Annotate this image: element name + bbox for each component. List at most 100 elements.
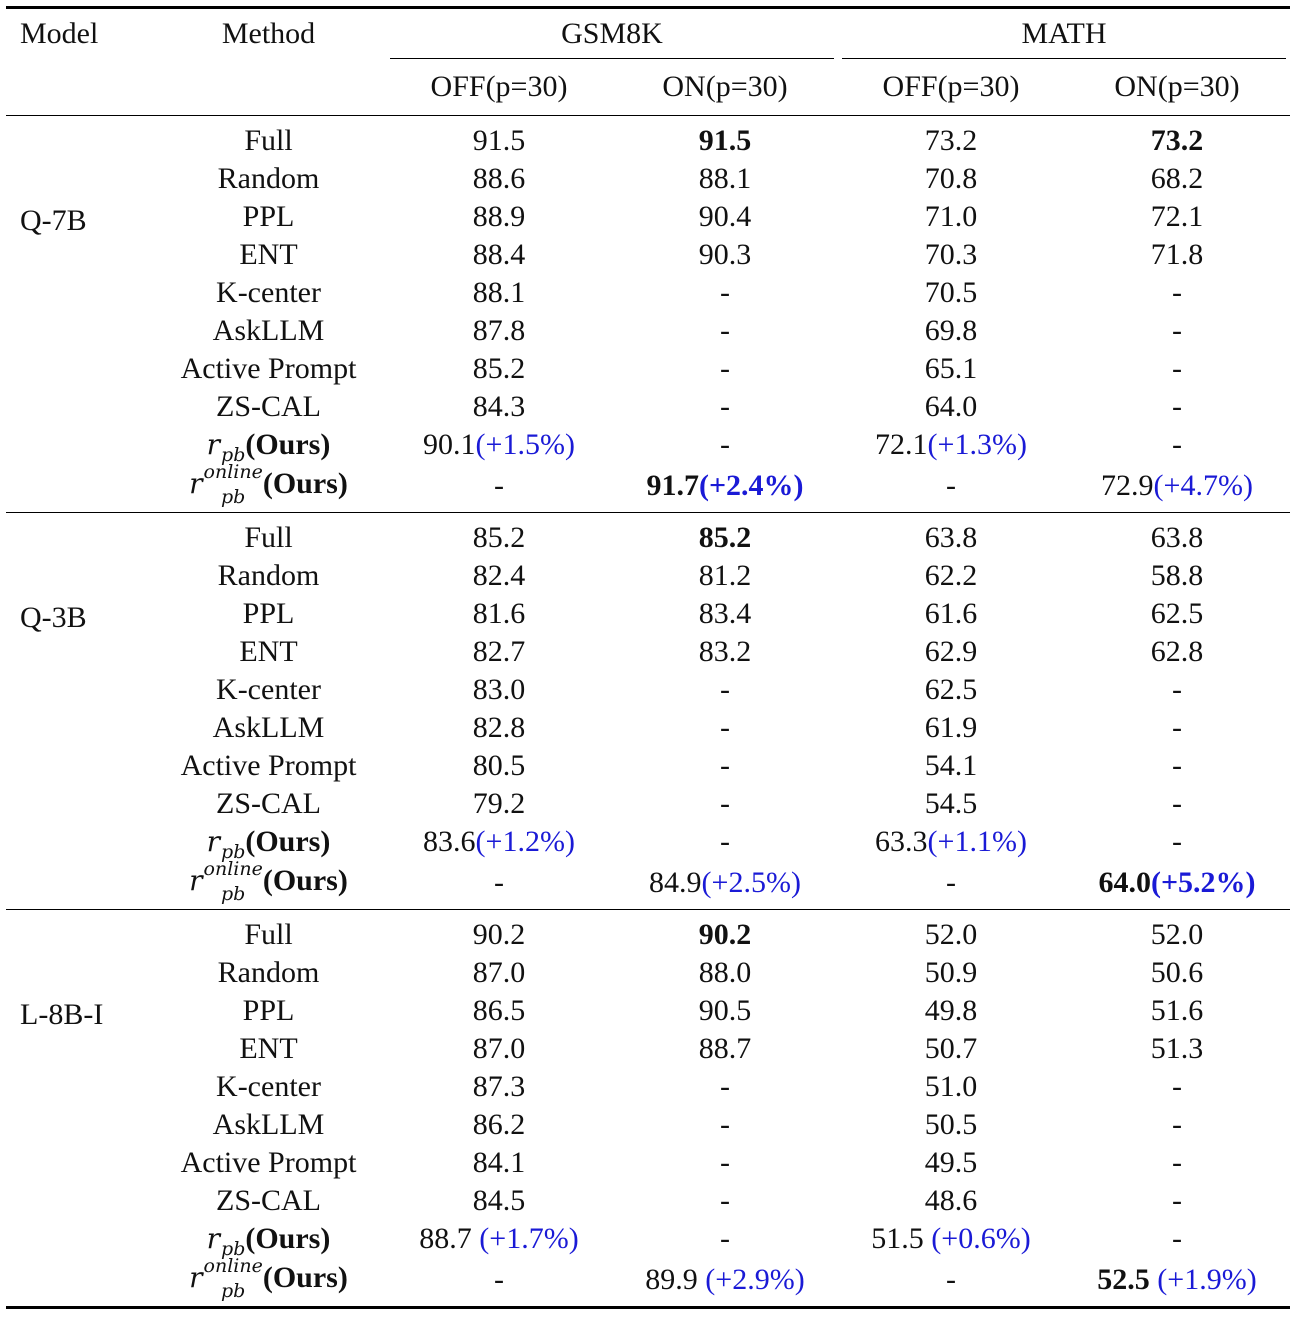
math-on-value: 52.5 bbox=[1097, 1263, 1150, 1296]
math-on-cell: 72.1 bbox=[1064, 198, 1290, 236]
math-on-value: - bbox=[1172, 428, 1182, 461]
gsm8k-off-cell: 88.6 bbox=[386, 160, 612, 198]
gsm8k-off-cell: 83.0 bbox=[386, 671, 612, 709]
math-off-delta: (+1.1%) bbox=[927, 825, 1027, 858]
math-on-cell: - bbox=[1064, 823, 1290, 861]
method-cell: Full bbox=[244, 124, 293, 157]
gsm8k-on-value: 85.2 bbox=[698, 521, 752, 554]
gsm8k-on-value: - bbox=[720, 787, 730, 820]
gsm8k-on-cell: - bbox=[612, 671, 838, 709]
table-row: AskLLM 82.8 - 61.9 - bbox=[6, 709, 1290, 747]
gsm8k-off-value: 87.8 bbox=[472, 314, 526, 347]
ours-label: (Ours) bbox=[262, 466, 348, 500]
gsm8k-on-value: 89.9 bbox=[645, 1263, 698, 1296]
rpb-scripts: online pb bbox=[204, 463, 263, 507]
gsm8k-off-cell: 82.7 bbox=[386, 633, 612, 671]
ours-label: (Ours) bbox=[262, 1260, 348, 1294]
gsm8k-off-value: 84.1 bbox=[472, 1146, 526, 1179]
math-off-cell: 61.6 bbox=[838, 595, 1064, 633]
math-on-cell: 64.0(+5.2%) bbox=[1064, 861, 1290, 910]
gsm8k-on-cell: 85.2 bbox=[612, 513, 838, 558]
math-on-cell: - bbox=[1064, 1220, 1290, 1258]
header-gsm8k-off: OFF(p=30) bbox=[430, 70, 568, 103]
math-off-cell: 50.5 bbox=[838, 1106, 1064, 1144]
math-on-value: - bbox=[1172, 787, 1182, 820]
method-cell: Random bbox=[217, 559, 320, 592]
header-row-1: Model Method GSM8K MATH bbox=[6, 7, 1290, 60]
math-off-value: 54.5 bbox=[924, 787, 978, 820]
table-row: AskLLM 86.2 - 50.5 - bbox=[6, 1106, 1290, 1144]
rpb-superscript: online bbox=[203, 858, 263, 880]
math-on-value: - bbox=[1172, 1184, 1182, 1217]
math-on-cell: 68.2 bbox=[1064, 160, 1290, 198]
rpb-scripts: pb bbox=[221, 1232, 245, 1258]
gsm8k-off-cell: 88.7 (+1.7%) bbox=[386, 1220, 612, 1258]
rpb-scripts: online pb bbox=[204, 860, 263, 904]
gsm8k-off-cell: 86.2 bbox=[386, 1106, 612, 1144]
table-row: Active Prompt 84.1 - 49.5 - bbox=[6, 1144, 1290, 1182]
gsm8k-off-cell: 90.2 bbox=[386, 910, 612, 955]
gsm8k-off-value: 85.2 bbox=[472, 521, 526, 554]
math-off-value: 70.8 bbox=[924, 162, 978, 195]
math-on-value: - bbox=[1172, 276, 1182, 309]
gsm8k-on-value: - bbox=[720, 825, 730, 858]
math-off-value: 62.2 bbox=[924, 559, 978, 592]
rpb-symbol: r bbox=[189, 863, 203, 897]
ours-label: (Ours) bbox=[245, 825, 331, 858]
math-on-value: - bbox=[1172, 1108, 1182, 1141]
method-cell: r online pb (Ours) bbox=[151, 463, 386, 513]
ours-label: (Ours) bbox=[245, 428, 331, 461]
method-cell: Random bbox=[217, 162, 320, 195]
math-on-value: - bbox=[1172, 1222, 1182, 1255]
math-on-cell: 63.8 bbox=[1064, 513, 1290, 558]
method-cell: ZS-CAL bbox=[216, 390, 321, 423]
rpb-subscript: pb bbox=[221, 840, 246, 863]
gsm8k-off-delta: (+1.2%) bbox=[475, 825, 575, 858]
gsm8k-on-cell: 89.9 (+2.9%) bbox=[612, 1258, 838, 1308]
math-on-value: - bbox=[1172, 390, 1182, 423]
method-cell: Random bbox=[217, 956, 320, 989]
header-gsm8k: GSM8K bbox=[386, 8, 838, 60]
method-cell: ZS-CAL bbox=[216, 787, 321, 820]
header-method: Method bbox=[221, 17, 316, 50]
math-on-value: - bbox=[1172, 711, 1182, 744]
gsm8k-on-cell: 88.7 bbox=[612, 1030, 838, 1068]
rpb-scripts: pb bbox=[221, 835, 245, 861]
rpb-subscript: pb bbox=[221, 1237, 246, 1260]
gsm8k-on-value: - bbox=[720, 276, 730, 309]
gsm8k-on-value: 90.4 bbox=[698, 200, 752, 233]
gsm8k-off-value: - bbox=[494, 1263, 504, 1296]
math-on-cell: - bbox=[1064, 709, 1290, 747]
method-cell: PPL bbox=[242, 597, 295, 630]
math-off-value: 49.8 bbox=[924, 994, 978, 1027]
math-off-cell: 71.0 bbox=[838, 198, 1064, 236]
gsm8k-on-value: 90.3 bbox=[698, 238, 752, 271]
gsm8k-off-cell: 86.5 bbox=[386, 992, 612, 1030]
rpb-scripts: online pb bbox=[204, 1257, 263, 1301]
rpb-symbol: r bbox=[189, 1260, 203, 1294]
gsm8k-on-cell: - bbox=[612, 312, 838, 350]
method-cell: K-center bbox=[216, 673, 321, 706]
gsm8k-on-cell: 90.5 bbox=[612, 992, 838, 1030]
math-off-cell: 64.0 bbox=[838, 388, 1064, 426]
rpb-superscript: online bbox=[203, 461, 263, 483]
rpb-scripts: pb bbox=[221, 438, 245, 464]
method-cell: ENT bbox=[239, 635, 298, 668]
gsm8k-off-cell: 80.5 bbox=[386, 747, 612, 785]
table-row: K-center 87.3 - 51.0 - bbox=[6, 1068, 1290, 1106]
table-row: Random 87.0 88.0 50.9 50.6 bbox=[6, 954, 1290, 992]
math-on-cell: - bbox=[1064, 1068, 1290, 1106]
math-on-cell: 58.8 bbox=[1064, 557, 1290, 595]
method-cell: Active Prompt bbox=[180, 352, 357, 385]
method-cell: r pb (Ours) bbox=[151, 426, 386, 465]
method-cell: AskLLM bbox=[212, 1108, 325, 1141]
results-table: Model Method GSM8K MATH OFF(p=30) ON(p=3… bbox=[6, 6, 1290, 1309]
gsm8k-off-value: 82.8 bbox=[472, 711, 526, 744]
math-on-value: 51.3 bbox=[1150, 1032, 1204, 1065]
model-name: Q-7B bbox=[20, 204, 87, 237]
gsm8k-on-value: 91.5 bbox=[698, 124, 752, 157]
header-gsm8k-on: ON(p=30) bbox=[662, 70, 788, 103]
math-off-cell: 50.7 bbox=[838, 1030, 1064, 1068]
gsm8k-off-value: - bbox=[494, 866, 504, 899]
header-model: Model bbox=[20, 17, 99, 50]
